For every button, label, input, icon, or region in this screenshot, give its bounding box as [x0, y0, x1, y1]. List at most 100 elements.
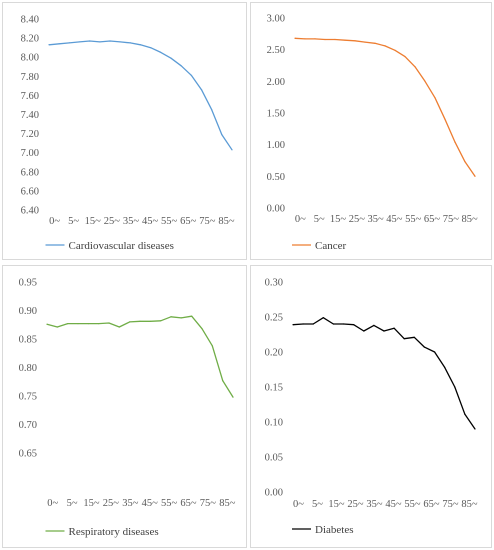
data-point [342, 323, 345, 325]
data-point [423, 346, 426, 348]
data-point [118, 326, 120, 328]
line-chart-cardiovascular: 6.40 6.60 6.80 7.00 7.20 7.40 7.60 7.80 8.00 8.20… [21, 15, 235, 253]
x-tick-label: 5~ [67, 498, 78, 509]
data-point [191, 315, 193, 317]
x-tick-label: 45~ [385, 499, 402, 510]
data-point [67, 323, 69, 325]
x-tick-label: 35~ [123, 216, 140, 227]
x-tick-label: 15~ [85, 216, 102, 227]
y-tick-label: 6.60 [21, 186, 39, 197]
x-tick-label: 35~ [122, 498, 139, 509]
data-point [180, 317, 182, 319]
data-point [384, 45, 386, 47]
data-point [413, 336, 415, 338]
y-tick-label: 7.40 [21, 110, 39, 121]
y-tick-label: 1.50 [267, 109, 285, 120]
data-point [56, 326, 58, 328]
data-point [474, 428, 476, 430]
data-point [190, 74, 192, 76]
x-tick-label: 35~ [366, 499, 383, 510]
chart-panel-cardiovascular: 6.40 6.60 6.80 7.00 7.20 7.40 7.60 7.80 8.00 8.20… [2, 2, 247, 260]
data-point [231, 149, 233, 151]
data-point [89, 40, 91, 42]
y-tick-label: 0.00 [267, 204, 285, 215]
y-tick-label: 0.85 [19, 335, 37, 346]
y-tick-label: 0.80 [19, 363, 37, 374]
y-tick-label: 0.15 [265, 383, 283, 394]
y-tick-label: 7.80 [21, 72, 39, 83]
x-tick-label: 75~ [442, 499, 459, 510]
data-point [78, 41, 81, 43]
data-point [433, 351, 436, 353]
data-point [160, 320, 162, 322]
data-point [404, 56, 406, 58]
legend-label: Cancer [315, 240, 346, 252]
data-point [464, 161, 466, 163]
y-tick-label: 0.00 [265, 488, 283, 499]
data-point [87, 323, 89, 325]
x-tick-label: 25~ [103, 498, 120, 509]
y-tick-label: 0.05 [265, 453, 283, 464]
data-point [454, 386, 456, 388]
x-tick-label: 45~ [386, 214, 403, 225]
data-point [46, 323, 48, 325]
x-tick-label: 85~ [461, 499, 478, 510]
data-point [373, 324, 375, 326]
y-tick-label: 7.00 [21, 148, 39, 159]
x-tick-label: 35~ [368, 214, 385, 225]
x-tick-label: 0~ [295, 214, 306, 225]
data-point [444, 366, 446, 368]
legend-label: Cardiovascular diseases [69, 240, 174, 252]
y-tick-label: 8.00 [21, 53, 39, 64]
legend-label: Respiratory diseases [69, 526, 159, 538]
x-tick-label: 0~ [293, 499, 304, 510]
data-point [383, 330, 385, 332]
data-point [312, 323, 314, 325]
data-point [353, 324, 355, 326]
data-point [302, 323, 304, 325]
chart-panel-respiratory: 0.65 0.70 0.75 0.80 0.85 0.90 0.95 0~ 5~ 15~ 25~ 35… [2, 265, 247, 548]
y-tick-label: 0.10 [265, 418, 283, 429]
data-point [444, 118, 446, 120]
y-tick-label: 0.25 [265, 313, 283, 324]
y-tick-label: 7.60 [21, 91, 39, 102]
x-tick-label: 75~ [200, 498, 217, 509]
x-tick-label: 15~ [328, 499, 345, 510]
x-tick-label: 65~ [424, 214, 441, 225]
data-point [464, 413, 466, 415]
data-point [170, 57, 172, 59]
data-point [474, 175, 476, 177]
line-chart-cancer: 0.00 0.50 1.00 1.50 2.00 2.50 3.00 0~ 5~ 15~ 25~ 35… [267, 14, 478, 253]
data-point [109, 40, 111, 42]
chart-panel-diabetes: 0.00 0.05 0.10 0.15 0.20 0.25 0.30 0~ 5~ 15~ 25~ 35… [250, 265, 492, 548]
data-point [232, 396, 234, 398]
x-tick-label: 0~ [47, 498, 58, 509]
data-point [363, 330, 365, 332]
x-tick-label: 65~ [423, 499, 440, 510]
y-tick-label: 2.50 [267, 45, 285, 56]
data-point [200, 89, 203, 91]
data-point [344, 39, 346, 41]
data-point [394, 49, 396, 51]
series-line-cardiovascular [48, 40, 233, 151]
x-tick-label: 25~ [347, 499, 364, 510]
line-chart-respiratory: 0.65 0.70 0.75 0.80 0.85 0.90 0.95 0~ 5~ 15~ 25~ 35… [19, 278, 236, 539]
y-tick-label: 0.95 [19, 278, 37, 289]
y-tick-label: 2.00 [267, 77, 285, 88]
y-tick-label: 0.70 [19, 420, 37, 431]
x-tick-label: 5~ [312, 499, 323, 510]
data-point [211, 345, 213, 347]
data-point [454, 141, 456, 143]
x-tick-label: 45~ [142, 216, 159, 227]
data-point [98, 323, 100, 325]
x-tick-label: 85~ [219, 498, 236, 509]
data-point [129, 321, 131, 323]
y-tick-label: 7.20 [21, 129, 39, 140]
x-tick-label: 45~ [142, 498, 159, 509]
x-tick-label: 55~ [161, 498, 178, 509]
data-point [77, 323, 79, 325]
data-point [180, 65, 182, 67]
series-line-respiratory [46, 315, 234, 398]
data-point [139, 44, 142, 46]
data-point [324, 38, 326, 41]
